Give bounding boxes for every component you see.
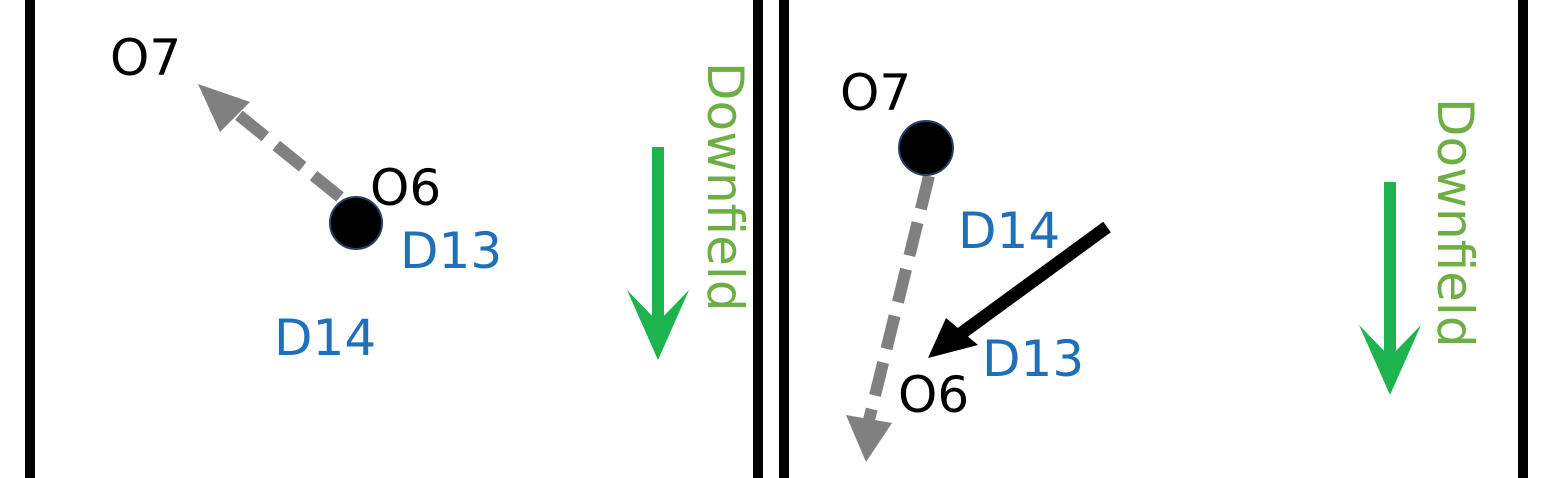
right-pass-route-arrow xyxy=(863,174,935,422)
right-panel-border-right xyxy=(1518,0,1528,478)
right-downfield-arrow-shaft xyxy=(1384,182,1396,362)
left-downfield-arrow-shaft xyxy=(652,147,664,327)
right-defender-route-arrow xyxy=(951,221,1111,344)
left-panel-border-left xyxy=(25,0,35,478)
right-panel: O7 D14 D13 O6 Downfield xyxy=(840,64,1484,462)
left-pass-route-arrowhead xyxy=(198,84,250,132)
right-label-o6: O6 xyxy=(898,366,969,424)
left-label-d14: D14 xyxy=(274,309,376,367)
right-label-d14: D14 xyxy=(958,202,1060,260)
right-defender-route-arrowhead xyxy=(928,318,978,358)
left-label-d13: D13 xyxy=(400,222,502,280)
left-label-o7: O7 xyxy=(110,29,181,87)
left-downfield-label: Downfield xyxy=(696,62,754,312)
right-label-o7: O7 xyxy=(840,64,911,122)
right-panel-border-left xyxy=(779,0,789,478)
left-downfield-arrowhead xyxy=(627,290,689,360)
right-player-dot xyxy=(898,120,954,176)
left-panel-border-right xyxy=(753,0,763,478)
left-pass-route-arrow xyxy=(221,99,344,202)
left-player-dot xyxy=(329,196,383,250)
right-label-d13: D13 xyxy=(982,330,1084,388)
right-downfield-arrowhead xyxy=(1359,325,1421,395)
right-pass-route-arrowhead xyxy=(846,415,892,462)
left-panel: O7 O6 D13 D14 Downfield xyxy=(110,29,754,367)
right-downfield-label: Downfield xyxy=(1426,98,1484,348)
left-label-o6: O6 xyxy=(370,159,441,217)
